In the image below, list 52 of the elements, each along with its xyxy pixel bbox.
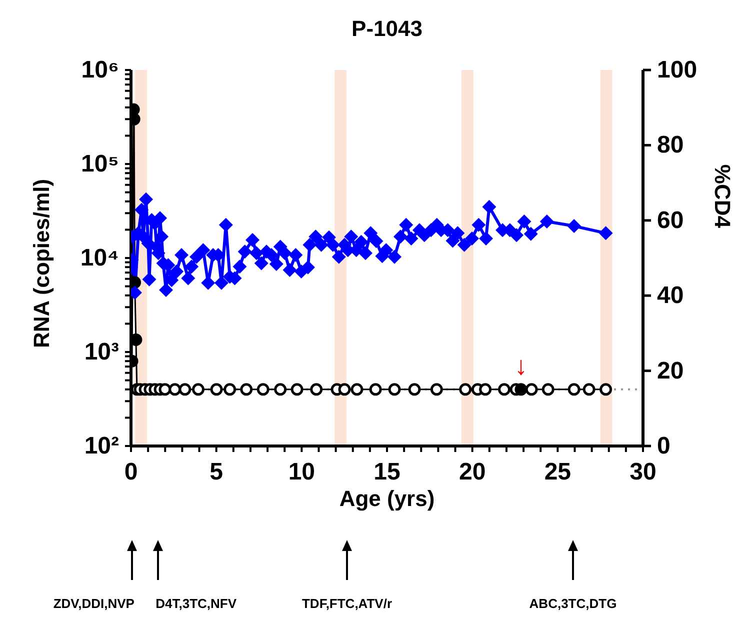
annotation: ↓ [514, 350, 528, 380]
point [388, 383, 401, 396]
x-tick-label: 25 [544, 458, 572, 486]
point [479, 383, 492, 396]
point [408, 383, 421, 396]
point [568, 383, 580, 396]
y2-tick-label: 80 [657, 132, 684, 159]
y2-tick-label: 0 [657, 432, 670, 460]
x-axis-title: Age (yrs) [339, 486, 435, 511]
y-tick-label: 10⁶ [81, 56, 119, 84]
point [210, 383, 223, 396]
point [256, 383, 270, 396]
y-axis-title: RNA (copies/ml) [28, 178, 54, 348]
text: ABC,3TC,DTG [529, 596, 617, 611]
point [290, 383, 304, 396]
text: D4T,3TC,NFV [156, 596, 237, 611]
point [459, 383, 472, 396]
point [498, 383, 510, 396]
point [525, 383, 538, 396]
x-tick-label: 20 [458, 458, 486, 486]
y2-tick-label: 100 [657, 56, 698, 84]
point [600, 383, 612, 396]
point [240, 383, 253, 396]
point [369, 383, 382, 396]
chart-title: P-1043 [352, 16, 422, 41]
x-tick-label: 0 [124, 458, 138, 486]
x-tick-label: 5 [210, 458, 224, 486]
text: TDF,FTC,ATV/r [302, 596, 392, 611]
point [178, 383, 192, 396]
point [158, 383, 172, 396]
point [542, 383, 554, 396]
point [224, 383, 236, 396]
y-tick-label: 10⁴ [80, 244, 119, 272]
text: ZDV,DDI,NVP [53, 596, 135, 611]
point [310, 383, 323, 396]
y2-axis-title: %CD4 [710, 164, 736, 229]
point [338, 383, 351, 396]
point [274, 383, 287, 396]
y-tick-label: 10⁵ [81, 150, 119, 178]
point [350, 383, 364, 396]
x-tick-label: 30 [630, 458, 656, 486]
y2-tick-label: 20 [657, 357, 684, 384]
point [168, 383, 182, 396]
point [430, 383, 443, 396]
x-tick-label: 10 [288, 458, 316, 486]
point [192, 383, 204, 396]
y-tick-label: 10² [84, 432, 120, 460]
y2-tick-label: 40 [657, 282, 684, 310]
x-tick-label: 15 [374, 458, 400, 486]
point [582, 383, 596, 396]
y2-tick-label: 60 [657, 206, 684, 234]
y-tick-label: 10³ [84, 338, 120, 366]
